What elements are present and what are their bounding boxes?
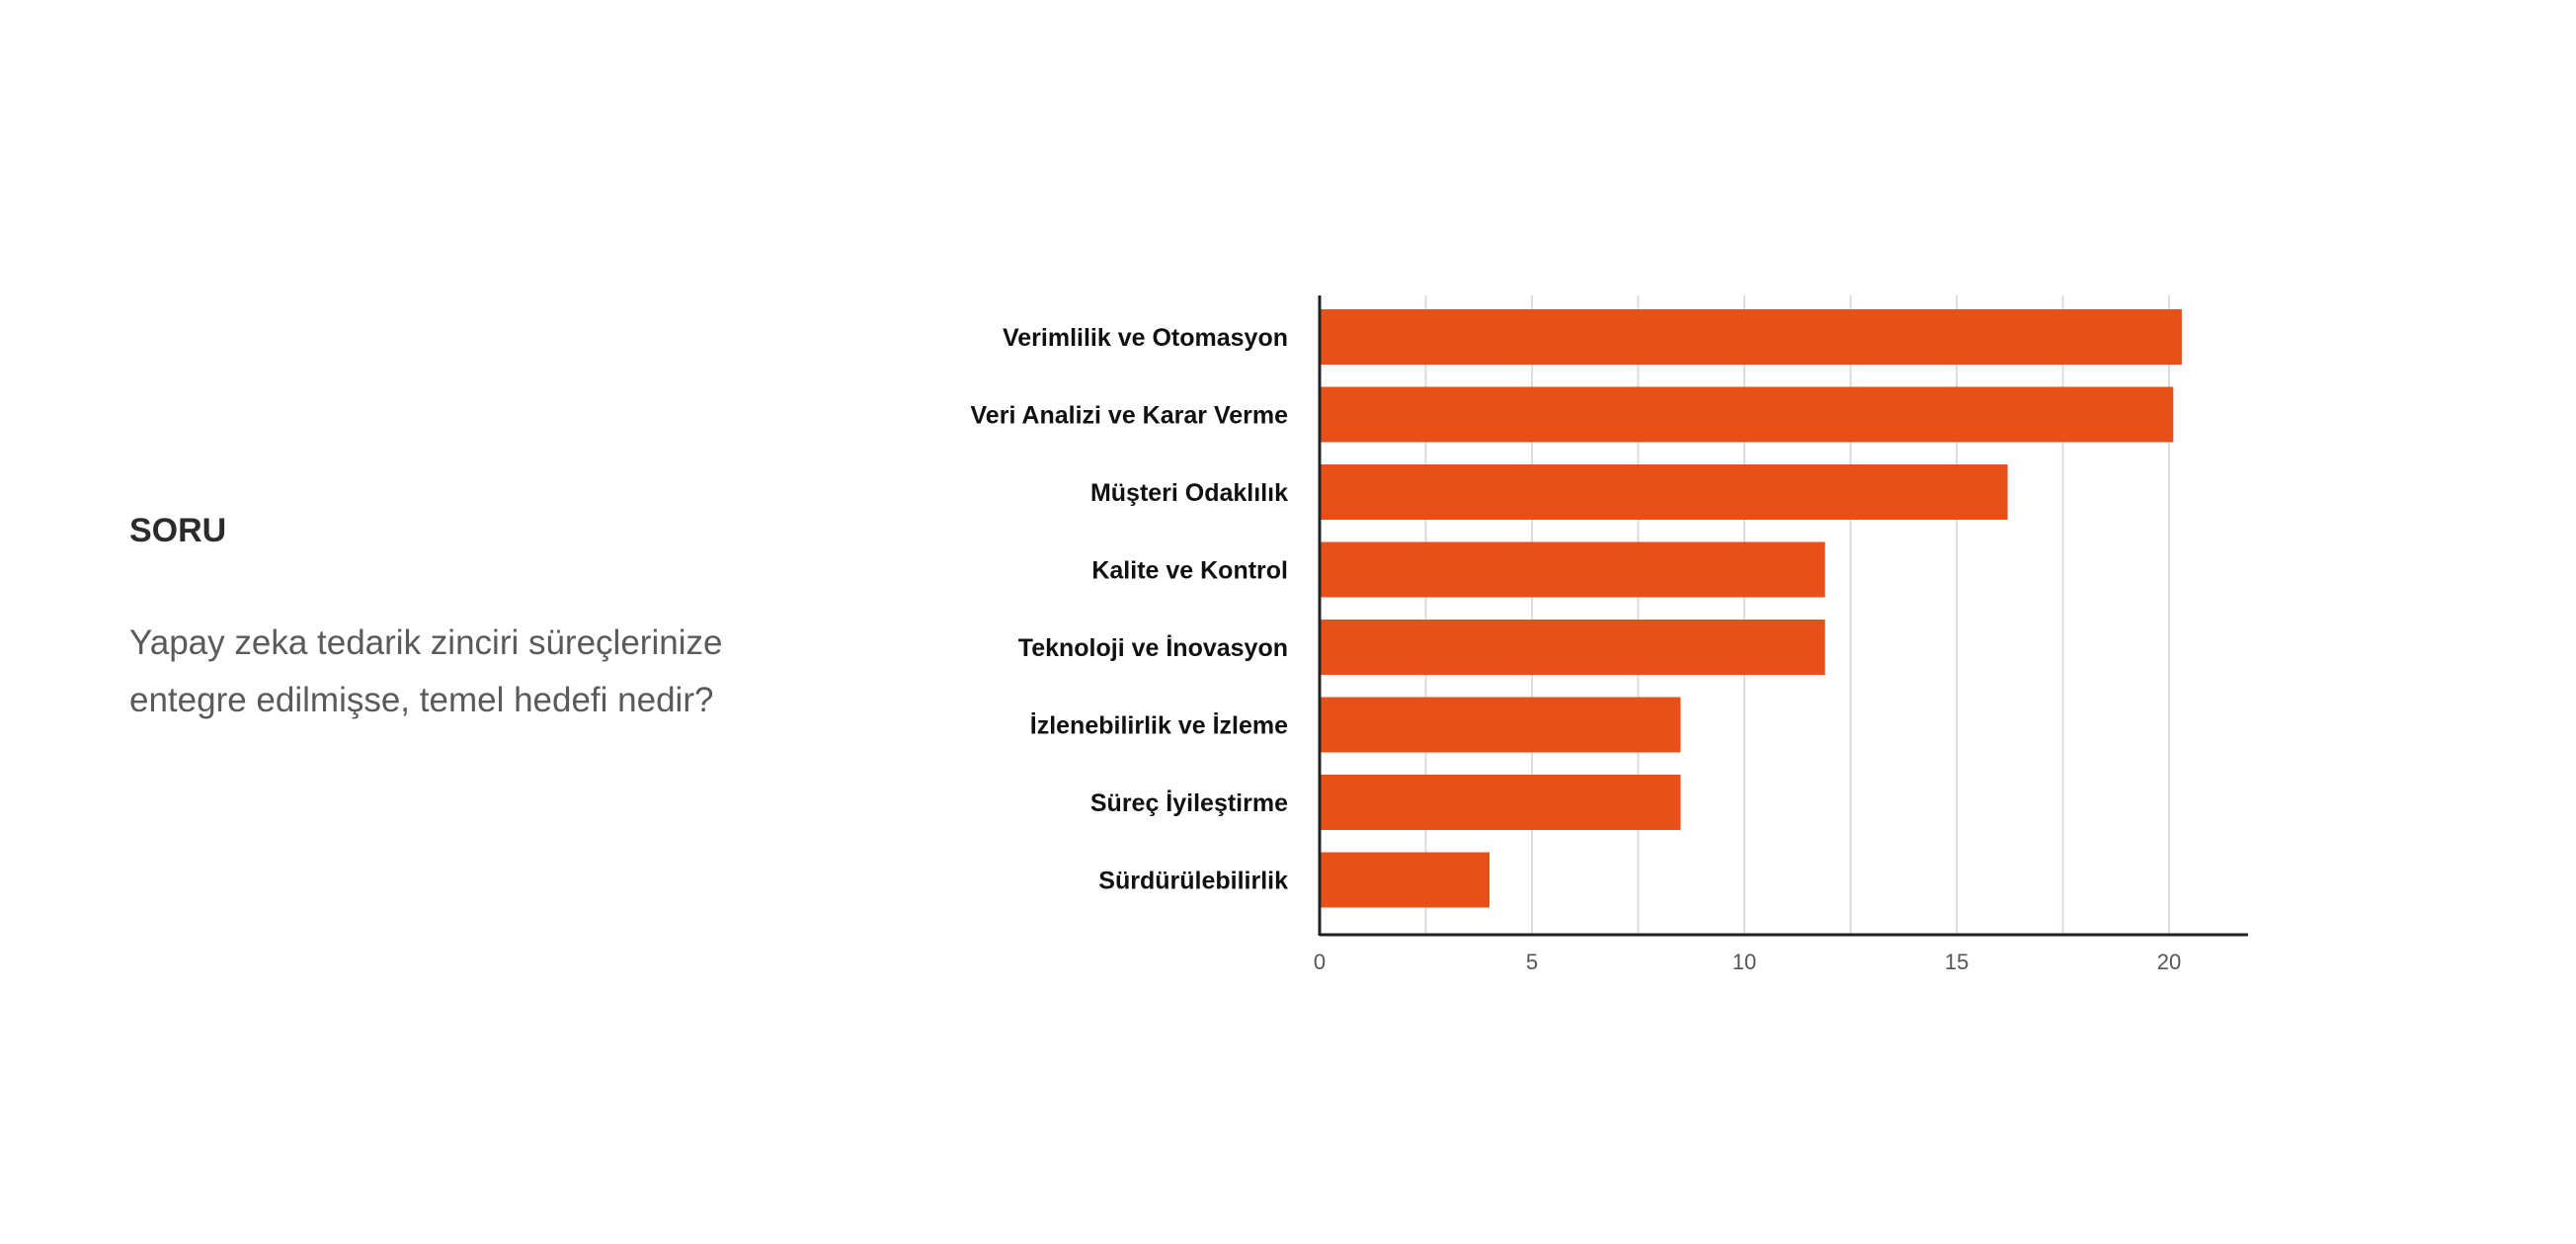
x-tick-label: 10 <box>1732 950 1756 974</box>
bar <box>1320 386 2174 443</box>
category-label: Veri Analizi ve Karar Verme <box>971 402 1289 430</box>
category-label: Süreç İyileştirme <box>1090 789 1288 817</box>
bar <box>1320 620 1825 675</box>
category-label: Verimlilik ve Otomasyon <box>1003 324 1288 352</box>
category-label: Teknoloji ve İnovasyon <box>1018 634 1288 662</box>
category-label: Kalite ve Kontrol <box>1091 557 1288 585</box>
category-label: Müşteri Odaklılık <box>1090 479 1288 507</box>
section-heading: SORU <box>129 512 227 549</box>
x-tick-label: 0 <box>1314 950 1326 974</box>
bar <box>1320 852 1489 908</box>
question-text: Yapay zeka tedarik zinciri süreçlerinize… <box>129 623 723 719</box>
category-label: Sürdürülebilirlik <box>1098 868 1288 895</box>
bar <box>1320 464 2008 520</box>
x-tick-label: 15 <box>1945 950 1969 974</box>
bar <box>1320 697 1681 753</box>
bar <box>1320 775 1681 830</box>
bar <box>1320 541 1825 598</box>
category-label: İzlenebilirlik ve İzleme <box>1030 712 1288 740</box>
bar <box>1320 309 2182 365</box>
x-tick-label: 20 <box>2157 950 2181 974</box>
x-tick-label: 5 <box>1526 950 1538 974</box>
